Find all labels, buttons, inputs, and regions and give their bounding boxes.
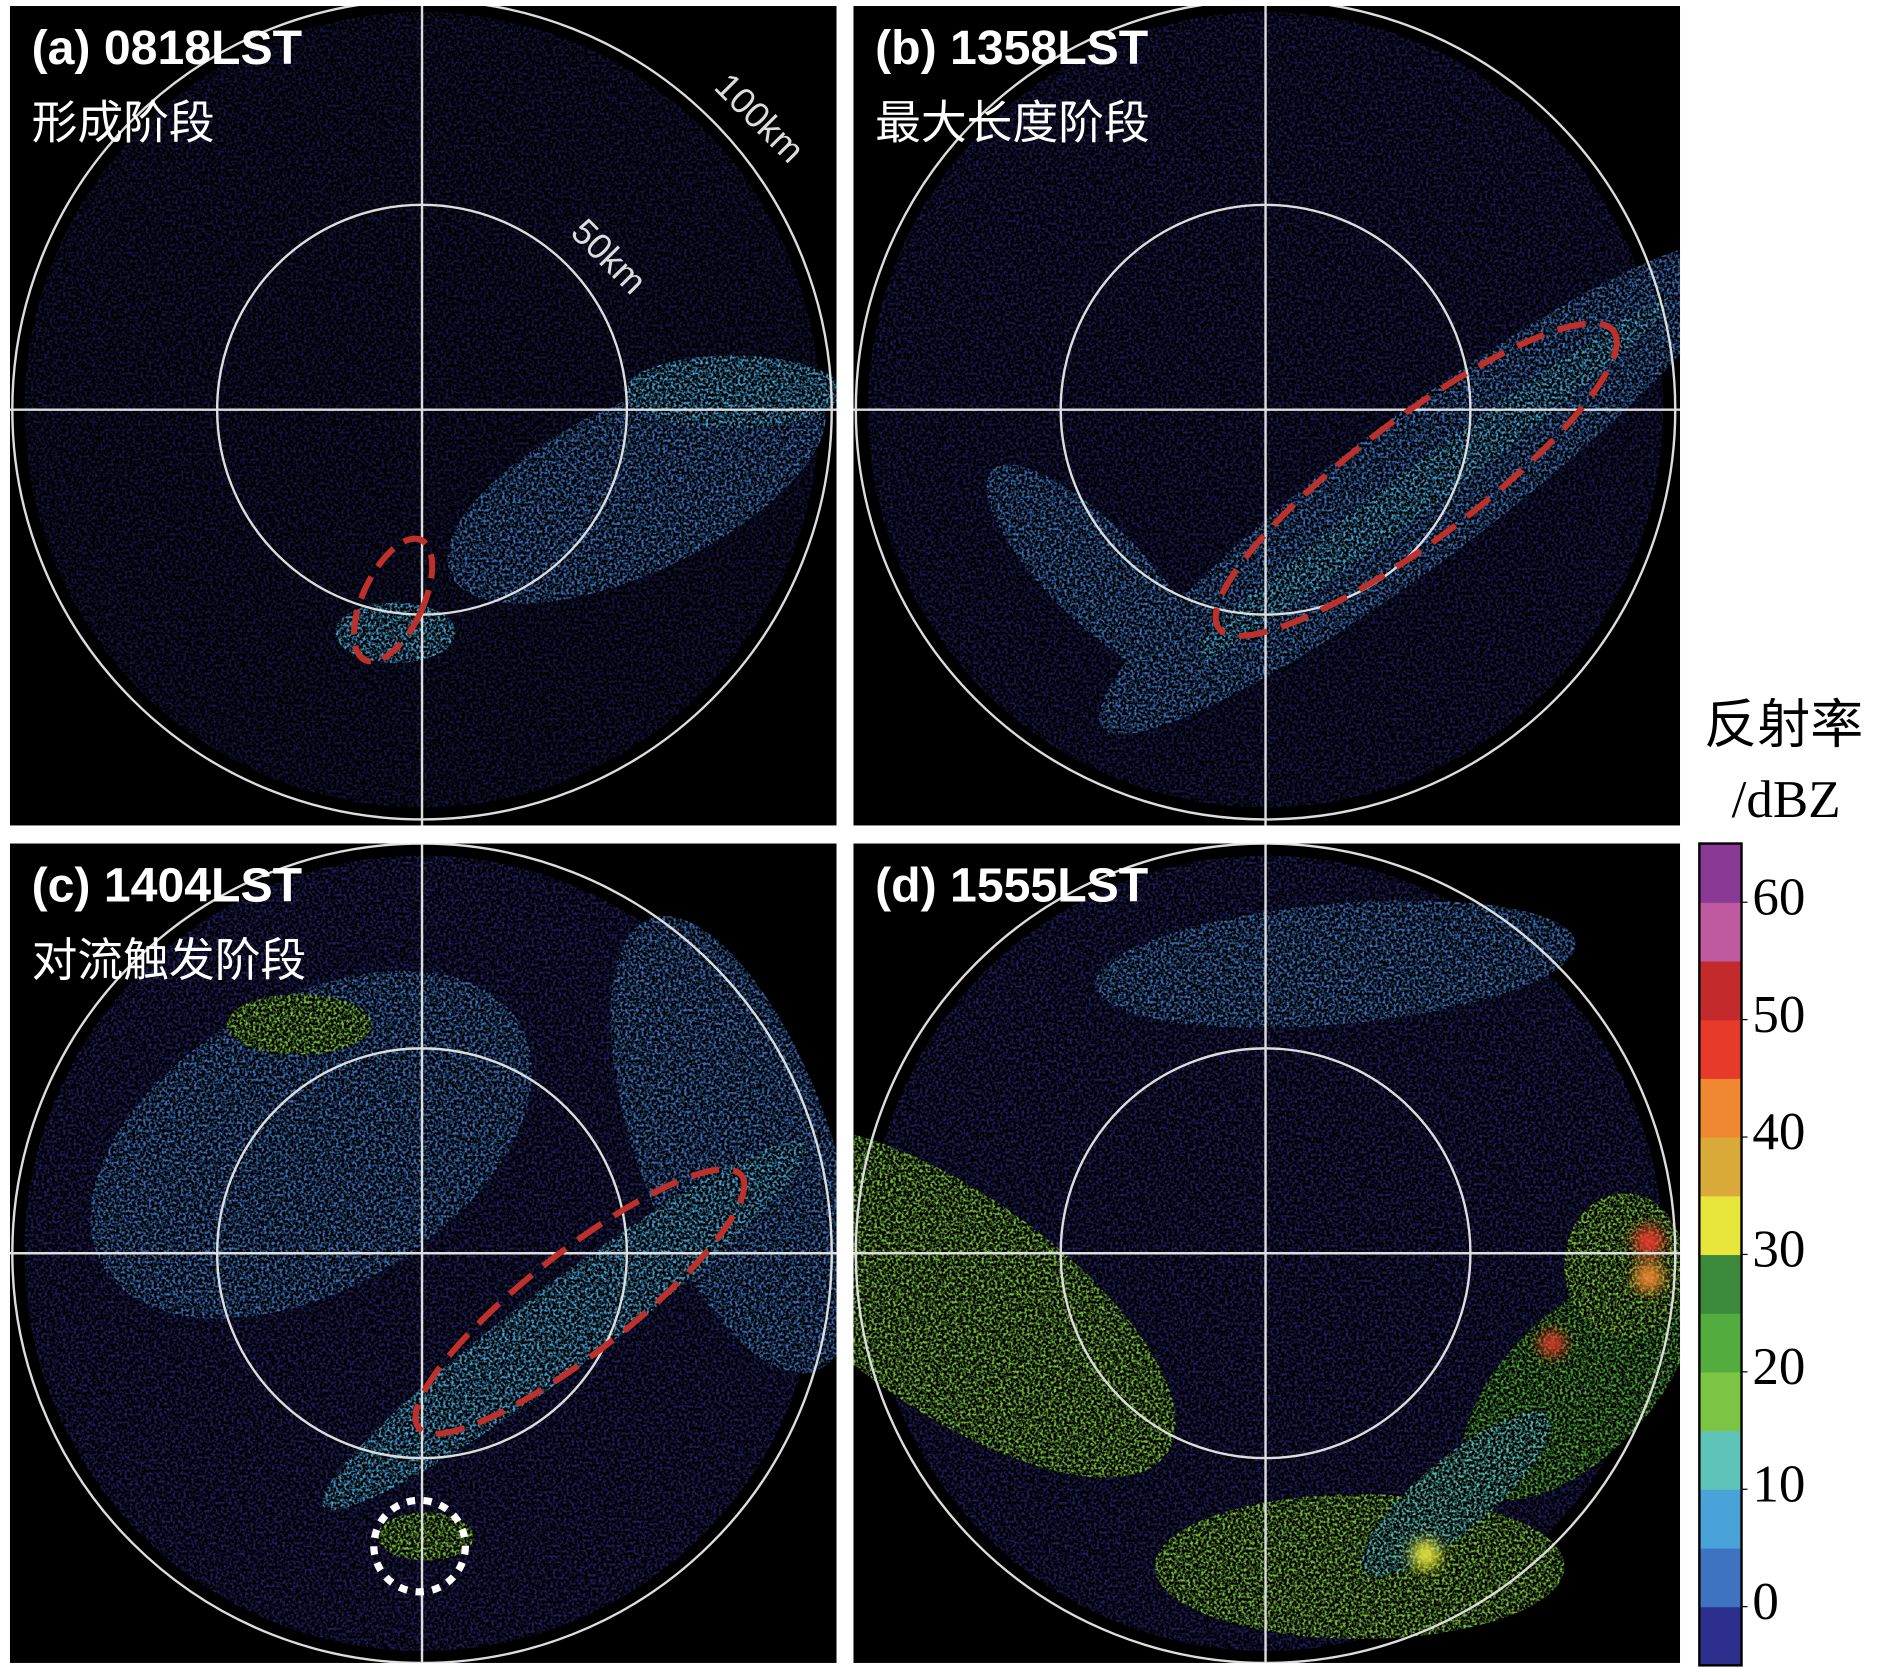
colorbar-bin <box>1699 1547 1742 1608</box>
colorbar-bin <box>1699 1254 1742 1314</box>
colorbar-tick-label: 10 <box>1752 1455 1805 1513</box>
panel-stage: 对流触发阶段 <box>32 933 307 987</box>
colorbar-bin <box>1699 1371 1742 1432</box>
colorbar-tick-label: 0 <box>1752 1573 1779 1631</box>
panel-label: (b) 1358LST <box>875 21 1148 75</box>
colorbar-bin <box>1699 1313 1742 1373</box>
panel-a: 50km 100km (a) 0818LST 形成阶段 <box>9 6 837 826</box>
highlight-ellipse <box>412 1166 748 1437</box>
colorbar-bin <box>1699 1430 1742 1490</box>
colorbar-tick-label: 30 <box>1752 1221 1805 1279</box>
highlight-ellipse <box>1212 320 1620 639</box>
panel-stage: 最大长度阶段 <box>875 96 1150 150</box>
colorbar-bin <box>1699 1137 1742 1197</box>
colorbar-bin <box>1699 1019 1742 1079</box>
echo-core <box>1411 1226 1664 1569</box>
colorbar: 反射率 /dBZ 0 10 20 30 40 50 60 <box>1698 694 1863 1667</box>
colorbar-bin <box>1699 1078 1742 1138</box>
highlight-circle <box>370 1496 470 1596</box>
panel-label: (a) 0818LST <box>32 21 303 75</box>
panel-label: (d) 1555LST <box>875 858 1148 912</box>
colorbar-bin <box>1699 843 1742 903</box>
panel-c: (c) 1404LST 对流触发阶段 <box>9 843 837 1663</box>
colorbar-unit: /dBZ <box>1732 771 1841 829</box>
highlight-ellipse <box>350 535 436 665</box>
colorbar-tick-label: 40 <box>1752 1103 1805 1161</box>
colorbar-bin <box>1699 1489 1742 1549</box>
panel-label: (c) 1404LST <box>32 858 303 912</box>
colorbar-bin <box>1699 902 1742 962</box>
colorbar-bin <box>1699 960 1742 1021</box>
panel-d: (d) 1555LST <box>853 843 1681 1663</box>
panel-stage: 形成阶段 <box>32 96 215 150</box>
colorbar-title: 反射率 <box>1704 694 1863 756</box>
panel-b: (b) 1358LST 最大长度阶段 <box>853 6 1681 826</box>
colorbar-bin <box>1699 1195 1742 1256</box>
colorbar-tick-label: 60 <box>1752 868 1805 926</box>
colorbar-bin <box>1699 1606 1742 1666</box>
colorbar-tick-label: 20 <box>1752 1338 1805 1396</box>
colorbar-tick-label: 50 <box>1752 986 1805 1044</box>
